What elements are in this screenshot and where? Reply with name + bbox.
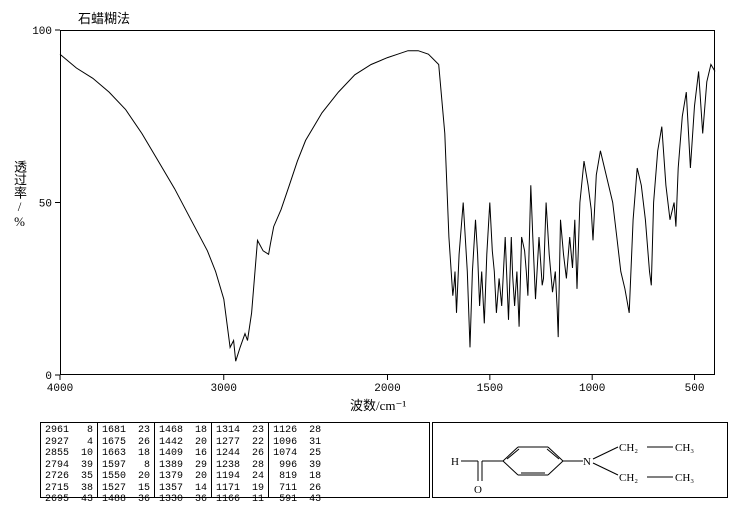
molecule-svg: H O N CH₂ CH₃ CH₂ CH₃ [433, 423, 729, 499]
peak-table-column: 1314 23 1277 22 1244 26 1238 28 1194 24 … [212, 423, 269, 497]
molecule-box: H O N CH₂ CH₃ CH₂ CH₃ [432, 422, 728, 498]
svg-text:500: 500 [685, 383, 705, 395]
svg-text:CH₂: CH₂ [619, 442, 638, 454]
svg-text:CH₃: CH₃ [675, 442, 694, 454]
svg-text:50: 50 [39, 199, 52, 211]
peak-table-column: 1681 23 1675 26 1663 18 1597 8 1550 20 1… [98, 423, 155, 497]
svg-text:1000: 1000 [579, 383, 605, 395]
svg-text:4000: 4000 [47, 383, 73, 395]
svg-text:CH₃: CH₃ [675, 472, 694, 484]
svg-text:3000: 3000 [211, 383, 237, 395]
svg-text:0: 0 [45, 371, 52, 383]
svg-text:1500: 1500 [477, 383, 503, 395]
peak-table-column: 1126 28 1096 31 1074 25 996 39 819 18 71… [269, 423, 325, 497]
svg-text:CH₂: CH₂ [619, 472, 638, 484]
spectrum-svg: 4000 3000 2000 1500 1000 500 0 50 100 [0, 0, 738, 420]
peak-table: 2961 8 2927 4 2855 10 2794 39 2726 35 27… [40, 422, 430, 498]
peak-table-column: 1468 18 1442 20 1409 16 1389 29 1379 20 … [155, 423, 212, 497]
svg-text:H: H [451, 456, 459, 468]
svg-text:100: 100 [32, 26, 52, 38]
peak-table-column: 2961 8 2927 4 2855 10 2794 39 2726 35 27… [41, 423, 98, 497]
svg-text:O: O [474, 484, 482, 496]
svg-text:2000: 2000 [374, 383, 400, 395]
svg-text:N: N [583, 456, 591, 468]
